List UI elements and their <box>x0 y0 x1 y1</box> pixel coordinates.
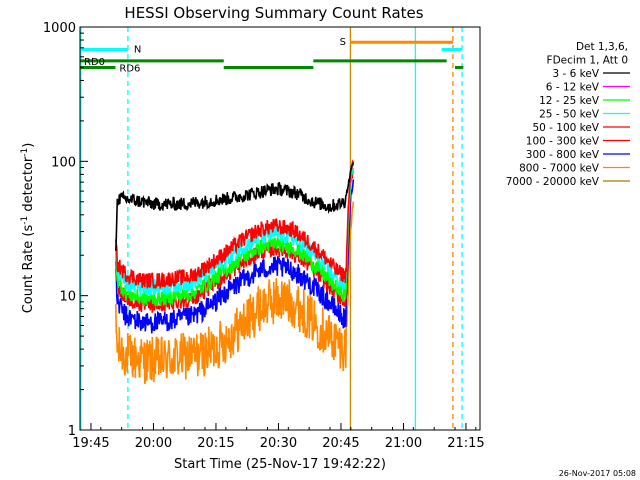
y-axis-label-part2: detector <box>21 156 36 216</box>
y-axis-label: Count Rate (s-1 detector-1) <box>20 143 36 314</box>
legend-label-3: 25 - 50 keV <box>539 109 600 121</box>
x-axis-label: Start Time (25-Nov-17 19:42:22) <box>174 457 386 472</box>
legend: Det 1,3,6, FDecim 1, Att 03 - 6 keV 6 - 12… <box>506 41 630 188</box>
x-tick-label-6: 21:15 <box>447 436 484 451</box>
data-series <box>115 159 355 385</box>
y-axis-label-part1: Count Rate (s <box>21 225 36 314</box>
series-100-300-kev <box>115 159 355 290</box>
legend-label-5: 100 - 300 keV <box>526 136 600 148</box>
series-3-6-kev <box>115 162 355 251</box>
x-tick-label-3: 20:30 <box>260 436 297 451</box>
plot-frame <box>79 26 481 431</box>
legend-label-7: 800 - 7000 keV <box>519 163 600 175</box>
legend-label-2: 12 - 25 keV <box>539 95 600 107</box>
legend-label-8: 7000 - 20000 keV <box>506 176 600 188</box>
series-300-800-kev <box>115 179 355 334</box>
x-tick-label-1: 20:00 <box>135 436 172 451</box>
legend-label-0: 3 - 6 keV <box>552 68 599 80</box>
y-tick-label-0: 1 <box>68 424 76 439</box>
flag-label-rd6: RD6 <box>119 63 140 74</box>
legend-label-1: 6 - 12 keV <box>546 82 600 94</box>
legend-label-4: 50 - 100 keV <box>532 122 599 134</box>
footer-date: 26-Nov-2017 05:08 <box>559 469 636 478</box>
y-axis-label-part3: ) <box>21 143 36 148</box>
legend-label-6: 300 - 800 keV <box>526 149 600 161</box>
flag-label-n: N <box>134 44 141 55</box>
x-axis-ticks: 19:45 20:00 20:15 20:30 20:45 21:00 21:15 <box>72 423 485 451</box>
flag-label-rd0: RD0 <box>84 57 105 68</box>
legend-header-0: Det 1,3,6, <box>576 41 628 53</box>
y-tick-label-3: 1000 <box>43 21 76 36</box>
flag-label-s: S <box>340 37 346 48</box>
x-tick-label-2: 20:15 <box>197 436 234 451</box>
y-axis-label-sup1: -1 <box>20 216 30 225</box>
series-12-25-kev <box>115 168 355 307</box>
x-tick-label-4: 20:45 <box>322 436 359 451</box>
x-tick-label-5: 21:00 <box>385 436 422 451</box>
y-axis-label-sup2: -1 <box>20 148 30 157</box>
y-tick-label-1: 10 <box>59 290 76 305</box>
chart-title: HESSI Observing Summary Count Rates <box>124 4 423 22</box>
series-25-50-kev <box>115 162 355 298</box>
legend-header-1: FDecim 1, Att 0 <box>547 55 628 67</box>
flag-bars: N S RD0 RD6 <box>80 37 464 74</box>
series-800-7000-kev <box>115 201 355 385</box>
y-tick-label-2: 100 <box>51 155 76 170</box>
x-tick-label-0: 19:45 <box>72 436 109 451</box>
y-axis-ticks: 1 10 100 1000 <box>43 21 88 439</box>
